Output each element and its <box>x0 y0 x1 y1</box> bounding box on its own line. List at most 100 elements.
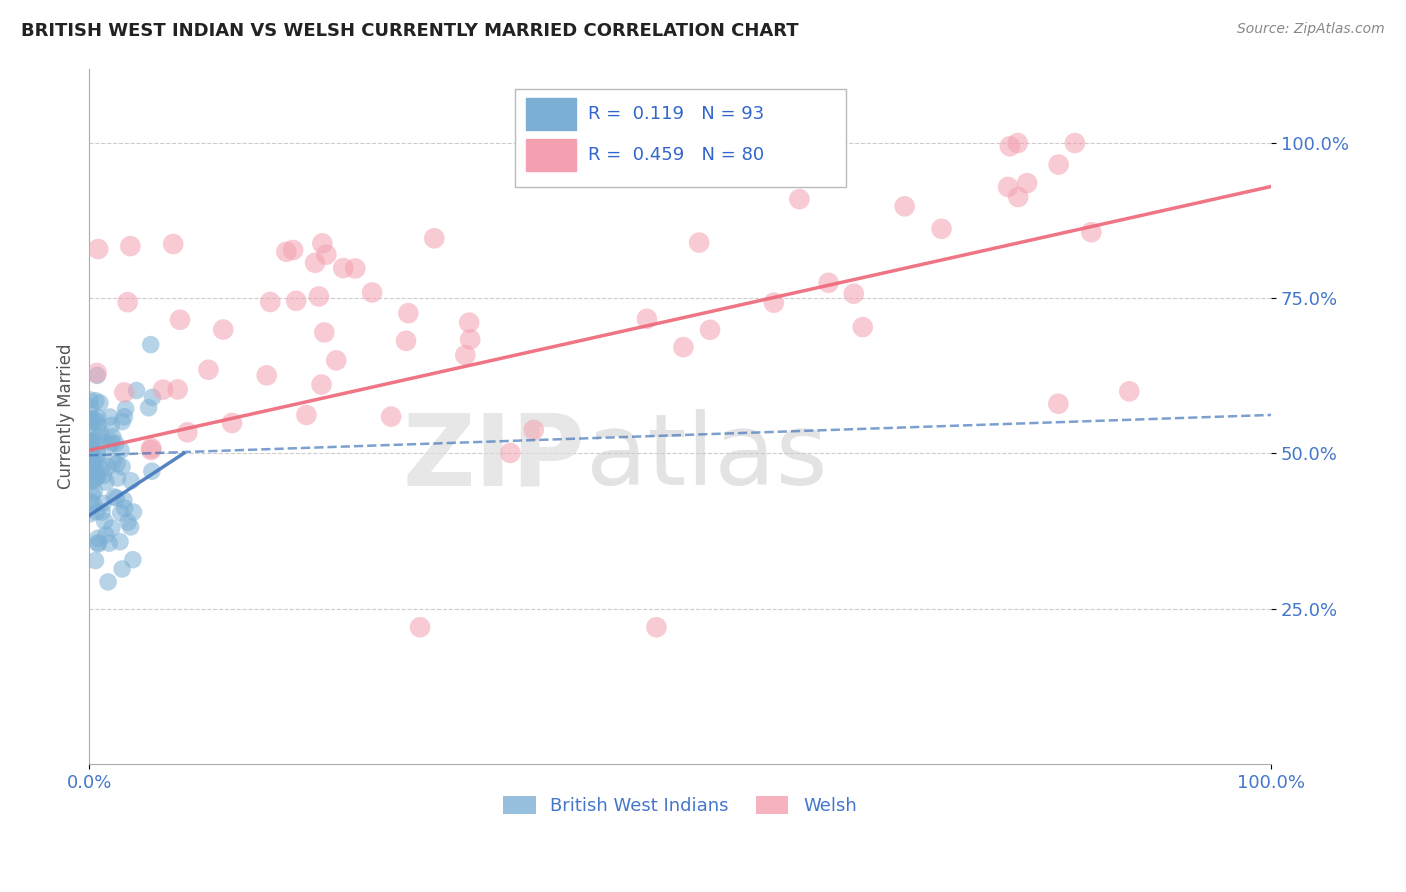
Point <box>86 446 108 460</box>
Point <box>998 139 1021 153</box>
Point <box>221 416 243 430</box>
Point <box>636 311 658 326</box>
Point <box>166 383 188 397</box>
Point <box>82 474 104 488</box>
Point <box>94 528 117 542</box>
Point <box>93 514 115 528</box>
Point <box>101 454 124 468</box>
Point <box>87 242 110 256</box>
Point <box>80 434 103 448</box>
Point <box>90 462 112 476</box>
Point <box>645 620 668 634</box>
Point <box>114 401 136 416</box>
Point <box>79 494 101 508</box>
Point <box>523 423 546 437</box>
Point <box>93 434 115 449</box>
Point <box>86 410 108 425</box>
Point <box>212 322 235 336</box>
Point <box>380 409 402 424</box>
Point <box>311 377 333 392</box>
Point <box>259 295 281 310</box>
Point <box>117 295 139 310</box>
Point <box>98 437 121 451</box>
Point <box>314 326 336 340</box>
Point <box>114 501 136 516</box>
Point <box>794 166 817 180</box>
Point <box>86 368 108 383</box>
Point <box>87 469 110 483</box>
Point <box>672 340 695 354</box>
Point <box>120 474 142 488</box>
Point <box>86 470 108 484</box>
Point <box>80 413 103 427</box>
Point <box>125 384 148 398</box>
Point <box>454 348 477 362</box>
Point <box>112 409 135 424</box>
Point <box>82 412 104 426</box>
Point <box>281 243 304 257</box>
Point <box>361 285 384 300</box>
Point <box>817 276 839 290</box>
Point <box>325 353 347 368</box>
Point <box>122 505 145 519</box>
Point <box>83 497 105 511</box>
Point <box>111 562 134 576</box>
Point <box>295 408 318 422</box>
Point <box>82 487 104 501</box>
Point <box>152 383 174 397</box>
Point <box>79 415 101 429</box>
Point <box>111 459 134 474</box>
Point <box>176 425 198 440</box>
Point <box>162 237 184 252</box>
Text: atlas: atlas <box>585 409 827 507</box>
Point <box>110 443 132 458</box>
Point <box>91 496 114 510</box>
Point <box>139 443 162 458</box>
Point <box>315 247 337 261</box>
Point <box>84 553 107 567</box>
Point <box>93 468 115 483</box>
Point <box>688 235 710 250</box>
Point <box>98 536 121 550</box>
Point <box>84 413 107 427</box>
Point <box>395 334 418 348</box>
Point <box>285 293 308 308</box>
Point <box>79 411 101 425</box>
Point <box>82 463 104 477</box>
Point <box>101 430 124 444</box>
Point <box>87 536 110 550</box>
Text: Source: ZipAtlas.com: Source: ZipAtlas.com <box>1237 22 1385 37</box>
Point <box>789 192 811 206</box>
Point <box>83 464 105 478</box>
Point <box>91 505 114 519</box>
Point <box>169 313 191 327</box>
Point <box>308 289 330 303</box>
Point <box>79 434 101 449</box>
Text: ZIP: ZIP <box>402 409 585 507</box>
Point <box>79 392 101 407</box>
Point <box>112 385 135 400</box>
Point <box>84 452 107 467</box>
Point <box>80 457 103 471</box>
Point <box>276 244 298 259</box>
Point <box>344 261 367 276</box>
Text: BRITISH WEST INDIAN VS WELSH CURRENTLY MARRIED CORRELATION CHART: BRITISH WEST INDIAN VS WELSH CURRENTLY M… <box>21 22 799 40</box>
Point <box>141 464 163 478</box>
Point <box>83 434 105 448</box>
FancyBboxPatch shape <box>526 139 576 171</box>
Point <box>101 521 124 535</box>
Point <box>332 261 354 276</box>
Point <box>1118 384 1140 399</box>
Point <box>80 465 103 479</box>
Point <box>79 474 101 488</box>
Point <box>1007 136 1029 150</box>
Point <box>141 390 163 404</box>
Point <box>762 295 785 310</box>
Point <box>111 415 134 429</box>
Point <box>87 537 110 551</box>
Legend: British West Indians, Welsh: British West Indians, Welsh <box>495 787 866 824</box>
Point <box>1007 190 1029 204</box>
Point <box>103 490 125 504</box>
Point <box>105 491 128 505</box>
Point <box>87 531 110 545</box>
